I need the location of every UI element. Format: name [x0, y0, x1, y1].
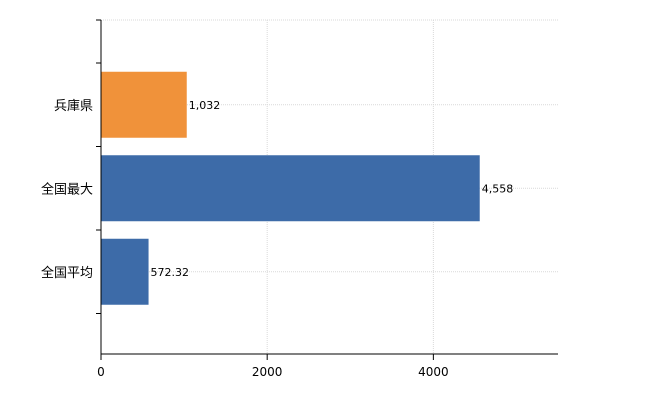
- axes: [96, 19, 558, 360]
- x-tick-label: 0: [97, 365, 105, 379]
- category-label: 全国最大: [41, 181, 93, 197]
- data-label: 4,558: [482, 182, 514, 195]
- bar: [101, 71, 187, 138]
- bar: [101, 155, 480, 222]
- x-tick-label: 4000: [418, 365, 449, 379]
- category-label: 兵庫県: [54, 99, 93, 114]
- data-label: 572.32: [151, 266, 190, 279]
- bars: [101, 71, 480, 305]
- category-label: 全国平均: [41, 265, 93, 281]
- bar: [101, 238, 149, 305]
- x-tick-label: 2000: [252, 365, 283, 379]
- data-label: 1,032: [189, 99, 221, 112]
